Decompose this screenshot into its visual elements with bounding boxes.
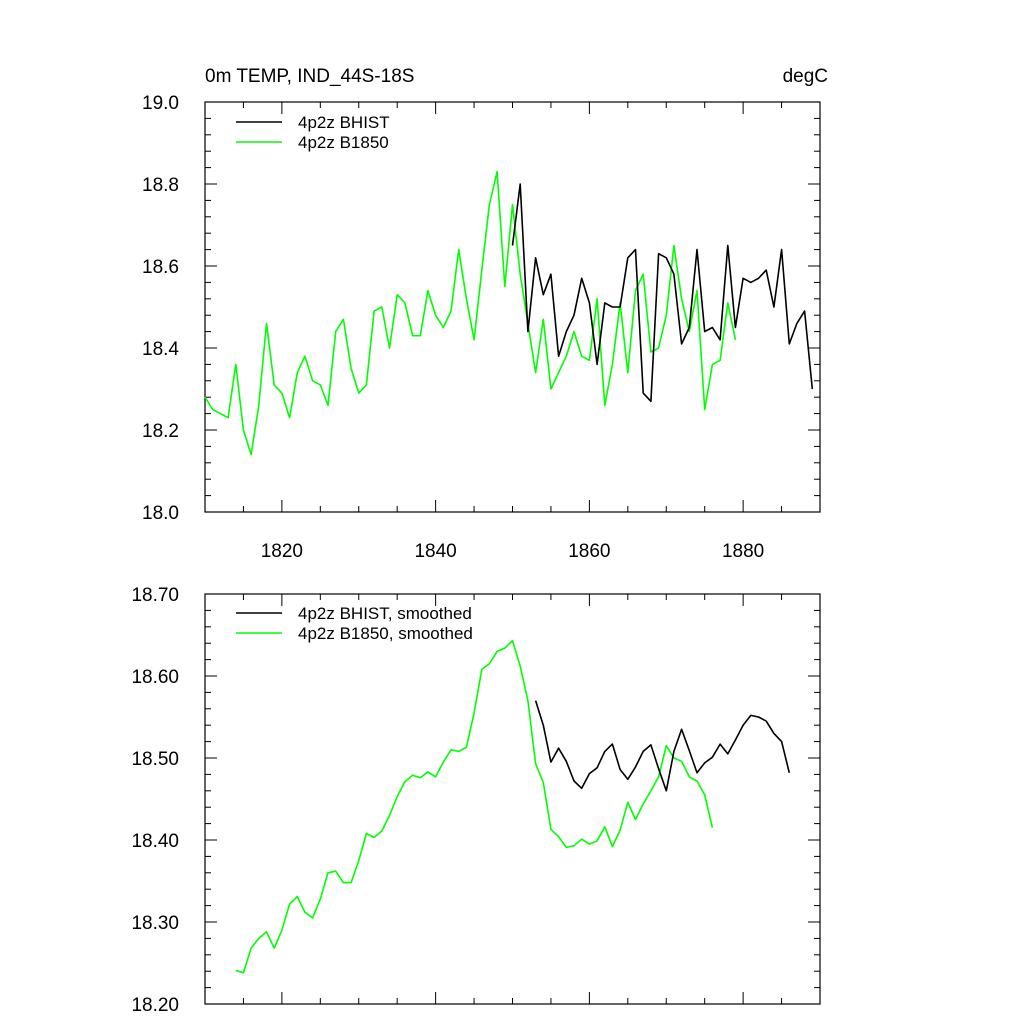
legend-label-b1850: 4p2z B1850 (298, 133, 389, 152)
y-tick-label: 18.30 (131, 913, 179, 934)
legend-label-bhist: 4p2z BHIST (298, 113, 390, 132)
y-tick-label: 18.50 (131, 749, 179, 770)
top-panel-legend: 4p2z BHIST 4p2z B1850 (236, 113, 390, 152)
y-tick-label: 18.6 (142, 257, 179, 278)
y-tick-label: 18.8 (142, 175, 179, 196)
bottom-panel-frame (204, 593, 821, 1005)
y-tick-label: 18.60 (131, 667, 179, 688)
series-line-4p2z-b1850-smoothed (235, 639, 714, 974)
bottom-panel-legend: 4p2z BHIST, smoothed 4p2z B1850, smoothe… (236, 604, 473, 643)
top-panel-title: 0m TEMP, IND_44S-18S (205, 66, 414, 87)
top-panel: 0m TEMP, IND_44S-18S degC 18.018.218.418… (142, 66, 828, 562)
legend-label-b1850-smoothed: 4p2z B1850, smoothed (298, 624, 473, 643)
bottom-panel: 18.20 18.30 18.40 18.50 18.60 18.70 4p2z BHIS… (131, 585, 821, 1016)
y-tick-label: 18.20 (131, 995, 179, 1016)
series-line-4p2z-bhist-smoothed (534, 700, 791, 792)
top-panel-lines (204, 170, 814, 456)
y-tick-label: 18.0 (142, 503, 179, 524)
top-panel-units: degC (783, 66, 828, 87)
y-tick-label: 18.40 (131, 831, 179, 852)
y-tick-label: 19.0 (142, 93, 179, 114)
x-tick-label: 1860 (568, 541, 610, 562)
y-tick-label: 18.2 (142, 421, 179, 442)
series-line-4p2z-bhist (511, 183, 814, 403)
x-tick-label: 1880 (722, 541, 764, 562)
x-tick-label: 1840 (414, 541, 456, 562)
bottom-panel-lines (235, 639, 791, 974)
y-tick-label: 18.4 (142, 339, 179, 360)
bottom-panel-ticks: 18.20 18.30 18.40 18.50 18.60 18.70 (131, 585, 820, 1016)
x-tick-label: 1820 (261, 541, 303, 562)
y-tick-label: 18.70 (131, 585, 179, 606)
top-panel-ticks: 18.0 18.2 18.4 18.6 18.8 19.0 1820 1840 1860 1880 (142, 93, 820, 562)
series-line-4p2z-b1850 (204, 170, 737, 456)
legend-label-bhist-smoothed: 4p2z BHIST, smoothed (298, 604, 472, 623)
